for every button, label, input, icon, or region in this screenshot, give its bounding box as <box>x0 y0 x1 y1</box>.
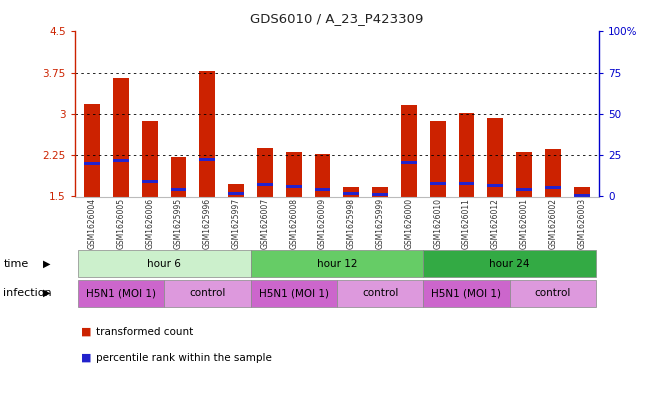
Bar <box>171 188 186 191</box>
Bar <box>84 162 100 165</box>
Text: H5N1 (MOI 1): H5N1 (MOI 1) <box>432 288 501 298</box>
Bar <box>458 113 475 196</box>
Bar <box>142 121 158 196</box>
Bar <box>488 184 503 187</box>
Text: hour 12: hour 12 <box>316 259 357 269</box>
Text: hour 6: hour 6 <box>147 259 181 269</box>
Text: H5N1 (MOI 1): H5N1 (MOI 1) <box>258 288 329 298</box>
Bar <box>314 154 331 196</box>
Text: ■: ■ <box>81 327 92 337</box>
Bar <box>488 118 503 196</box>
Text: time: time <box>3 259 29 269</box>
Text: percentile rank within the sample: percentile rank within the sample <box>96 353 271 363</box>
Bar <box>372 193 388 196</box>
Bar <box>516 152 532 196</box>
Bar <box>84 104 100 196</box>
Text: control: control <box>189 288 225 298</box>
Text: ▶: ▶ <box>43 288 51 298</box>
Bar <box>516 188 532 191</box>
Bar <box>458 182 475 185</box>
Bar <box>574 195 590 197</box>
Text: transformed count: transformed count <box>96 327 193 337</box>
Bar <box>343 187 359 196</box>
Bar <box>430 182 445 185</box>
Bar <box>113 78 129 196</box>
Bar <box>257 148 273 196</box>
Bar <box>545 186 561 189</box>
Text: infection: infection <box>3 288 52 298</box>
Bar <box>401 105 417 196</box>
Text: control: control <box>362 288 398 298</box>
Bar <box>343 192 359 195</box>
Bar <box>430 121 445 196</box>
Bar <box>142 180 158 183</box>
Bar <box>574 187 590 196</box>
Bar <box>401 161 417 164</box>
Text: H5N1 (MOI 1): H5N1 (MOI 1) <box>86 288 156 298</box>
Bar <box>113 159 129 162</box>
Bar <box>257 183 273 186</box>
Text: ■: ■ <box>81 353 92 363</box>
Bar <box>286 185 301 188</box>
Text: GDS6010 / A_23_P423309: GDS6010 / A_23_P423309 <box>250 12 424 25</box>
Bar <box>199 158 215 161</box>
Text: control: control <box>534 288 571 298</box>
Bar <box>171 157 186 196</box>
Bar <box>314 188 331 191</box>
Bar <box>229 192 244 195</box>
Bar <box>372 187 388 196</box>
Text: hour 24: hour 24 <box>490 259 530 269</box>
Bar <box>545 149 561 196</box>
Bar <box>286 152 301 196</box>
Bar <box>229 184 244 196</box>
Bar <box>199 71 215 196</box>
Text: ▶: ▶ <box>43 259 51 269</box>
